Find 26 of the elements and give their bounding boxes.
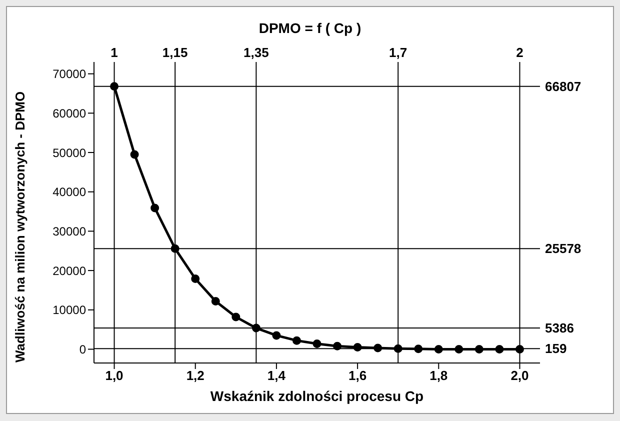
y-tick-label: 30000 — [52, 224, 86, 238]
y-tick-label: 20000 — [52, 264, 86, 278]
ref-line-label: 1,15 — [162, 45, 188, 60]
x-tick-label: 2,0 — [510, 368, 529, 384]
ref-line-label: 5386 — [545, 320, 574, 336]
x-tick-label: 1,2 — [186, 368, 204, 384]
ref-line-label: 159 — [545, 341, 567, 356]
ref-line-label: 1 — [110, 45, 118, 60]
ref-line-label: 1,35 — [244, 45, 269, 60]
ref-line-label: 66807 — [545, 78, 582, 94]
y-tick-label: 0 — [79, 342, 86, 356]
ref-line-label: 2 — [516, 45, 524, 60]
ref-line-label: 1,7 — [389, 45, 408, 60]
x-tick-label: 1,0 — [105, 368, 124, 384]
x-axis-title: Wskaźnik zdolności procesu Cp — [210, 388, 424, 404]
y-tick-label: 10000 — [52, 303, 86, 318]
y-tick-label: 60000 — [52, 106, 86, 120]
y-axis-title: Wadliwość na milion wytworzonych - DPMO — [12, 91, 28, 362]
y-tick-label: 50000 — [52, 146, 86, 160]
y-tick-label: 40000 — [52, 185, 86, 200]
x-tick-label: 1,4 — [267, 368, 286, 384]
x-tick-label: 1,6 — [348, 368, 367, 384]
chart-title: DPMO = f ( Cp ) — [258, 20, 362, 36]
x-tick-label: 1,8 — [430, 368, 448, 384]
y-tick-label: 70000 — [52, 67, 86, 82]
ref-line-label: 25578 — [545, 241, 582, 256]
